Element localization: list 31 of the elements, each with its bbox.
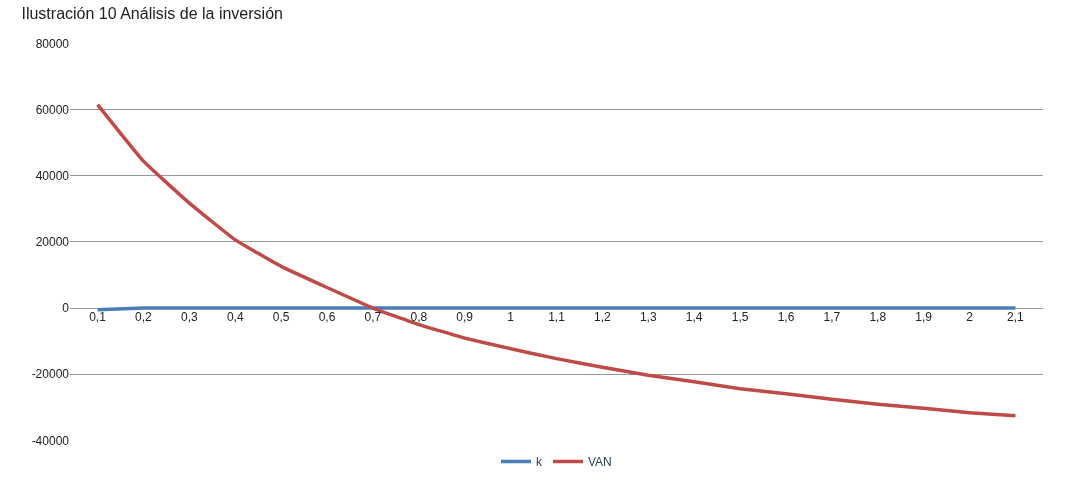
x-tick-label: 1,6	[777, 310, 795, 325]
y-tick-label: 0	[62, 301, 70, 316]
x-tick-label: 0,6	[318, 310, 336, 325]
y-tick-label: -20000	[31, 367, 70, 382]
y-tick-label: 40000	[35, 168, 70, 183]
x-tick-label: 0,5	[272, 310, 290, 325]
x-tick-label: 1,8	[869, 310, 887, 325]
chart-title: Ilustración 10 Análisis de la inversión	[21, 4, 283, 22]
x-tick-label: 1,3	[639, 310, 657, 325]
y-tick-label: -40000	[31, 433, 70, 448]
x-tick-label: 0,3	[180, 310, 198, 325]
x-tick-label: 2	[966, 310, 974, 325]
y-tick-label: 80000	[35, 36, 70, 51]
x-tick-label: 1,2	[594, 310, 612, 325]
x-tick-label: 0,9	[456, 310, 474, 325]
x-tick-label: 1,4	[685, 310, 703, 325]
x-tick-label: 1,5	[731, 310, 749, 325]
legend-label: k	[536, 455, 543, 470]
x-tick-label: 1,9	[915, 310, 933, 325]
x-tick-label: 1,7	[823, 310, 841, 325]
x-tick-label: 1	[507, 310, 515, 325]
x-tick-label: 0,8	[410, 310, 428, 325]
x-tick-label: 0,7	[364, 310, 382, 325]
x-tick-label: 2,1	[1007, 310, 1025, 325]
x-tick-label: 0,2	[135, 310, 153, 325]
x-tick-label: 0,1	[89, 310, 107, 325]
y-tick-label: 60000	[35, 102, 70, 117]
x-tick-label: 1,1	[548, 310, 566, 325]
legend-label: VAN	[588, 455, 612, 470]
y-tick-label: 20000	[35, 235, 70, 250]
x-tick-label: 0,4	[226, 310, 244, 325]
